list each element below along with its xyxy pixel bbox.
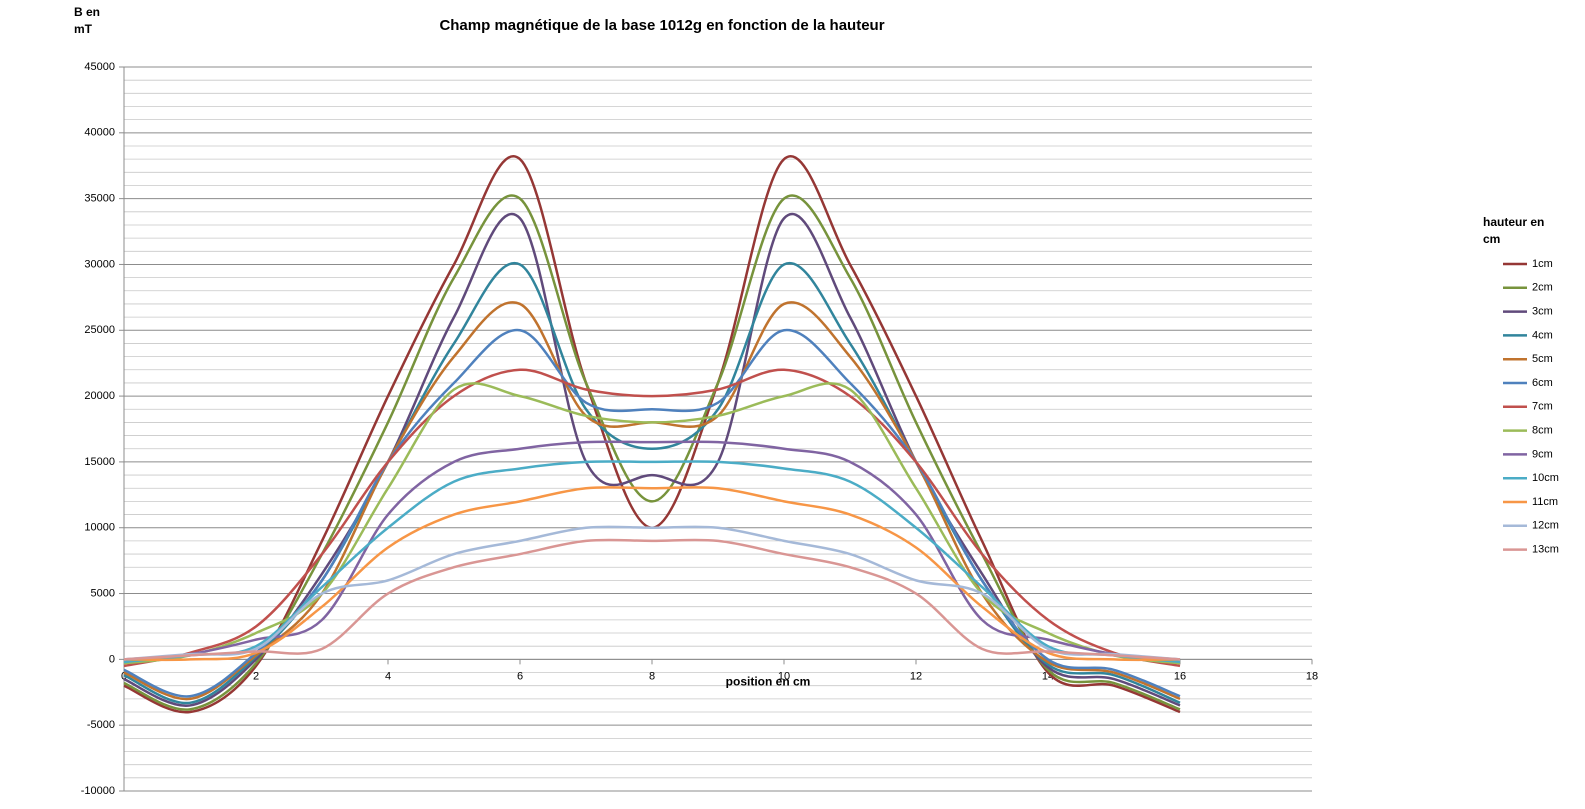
legend-label: 5cm xyxy=(1532,353,1553,365)
legend-label: 13cm xyxy=(1532,544,1559,556)
legend-label: 12cm xyxy=(1532,520,1559,532)
y-tick-label: 5000 xyxy=(91,587,115,599)
y-axis-label: B en mT xyxy=(74,5,101,36)
x-tick-label: 18 xyxy=(1306,670,1318,682)
series-line xyxy=(123,538,1181,661)
legend-label: 9cm xyxy=(1532,448,1553,460)
y-tick-label: 15000 xyxy=(84,456,115,468)
series-line xyxy=(123,368,1181,668)
series-line xyxy=(123,382,1181,665)
x-tick-label: 6 xyxy=(517,670,523,682)
y-tick-label: 30000 xyxy=(84,258,115,270)
y-tick-label: 0 xyxy=(109,653,115,665)
y-tick-label: 25000 xyxy=(84,324,115,336)
legend-label: 10cm xyxy=(1532,472,1559,484)
y-tick-label: -5000 xyxy=(87,719,115,731)
y-tick-label: 10000 xyxy=(84,522,115,534)
legend-label: 1cm xyxy=(1532,258,1553,270)
x-tick-label: 16 xyxy=(1174,670,1186,682)
legend-label: 3cm xyxy=(1532,306,1553,318)
y-tick-label: 35000 xyxy=(84,193,115,205)
x-tick-label: 8 xyxy=(649,670,655,682)
series-line xyxy=(123,329,1181,698)
y-tick-label: 40000 xyxy=(84,127,115,139)
series-line xyxy=(123,440,1181,661)
legend-label: 8cm xyxy=(1532,425,1553,437)
series-line xyxy=(123,486,1181,662)
x-axis-label: position en cm xyxy=(726,675,811,689)
legend-label: 11cm xyxy=(1532,496,1558,508)
series-line xyxy=(123,525,1181,661)
legend-label: 6cm xyxy=(1532,377,1553,389)
series-line xyxy=(123,194,1181,711)
y-tick-label: 45000 xyxy=(84,61,115,73)
legend-label: 4cm xyxy=(1532,329,1553,341)
y-tick-label: 20000 xyxy=(84,390,115,402)
legend-label: 2cm xyxy=(1532,282,1553,294)
series-line xyxy=(123,213,1181,707)
y-tick-label: -10000 xyxy=(81,785,115,797)
chart-title: Champ magnétique de la base 1012g en fon… xyxy=(439,17,884,34)
series-line xyxy=(123,460,1181,664)
x-tick-label: 10 xyxy=(778,670,790,682)
x-tick-label: 12 xyxy=(910,670,922,682)
x-tick-label: 2 xyxy=(253,670,259,682)
legend-title: hauteur en cm xyxy=(1483,215,1545,246)
legend-label: 7cm xyxy=(1532,401,1553,413)
x-tick-label: 4 xyxy=(385,670,391,682)
